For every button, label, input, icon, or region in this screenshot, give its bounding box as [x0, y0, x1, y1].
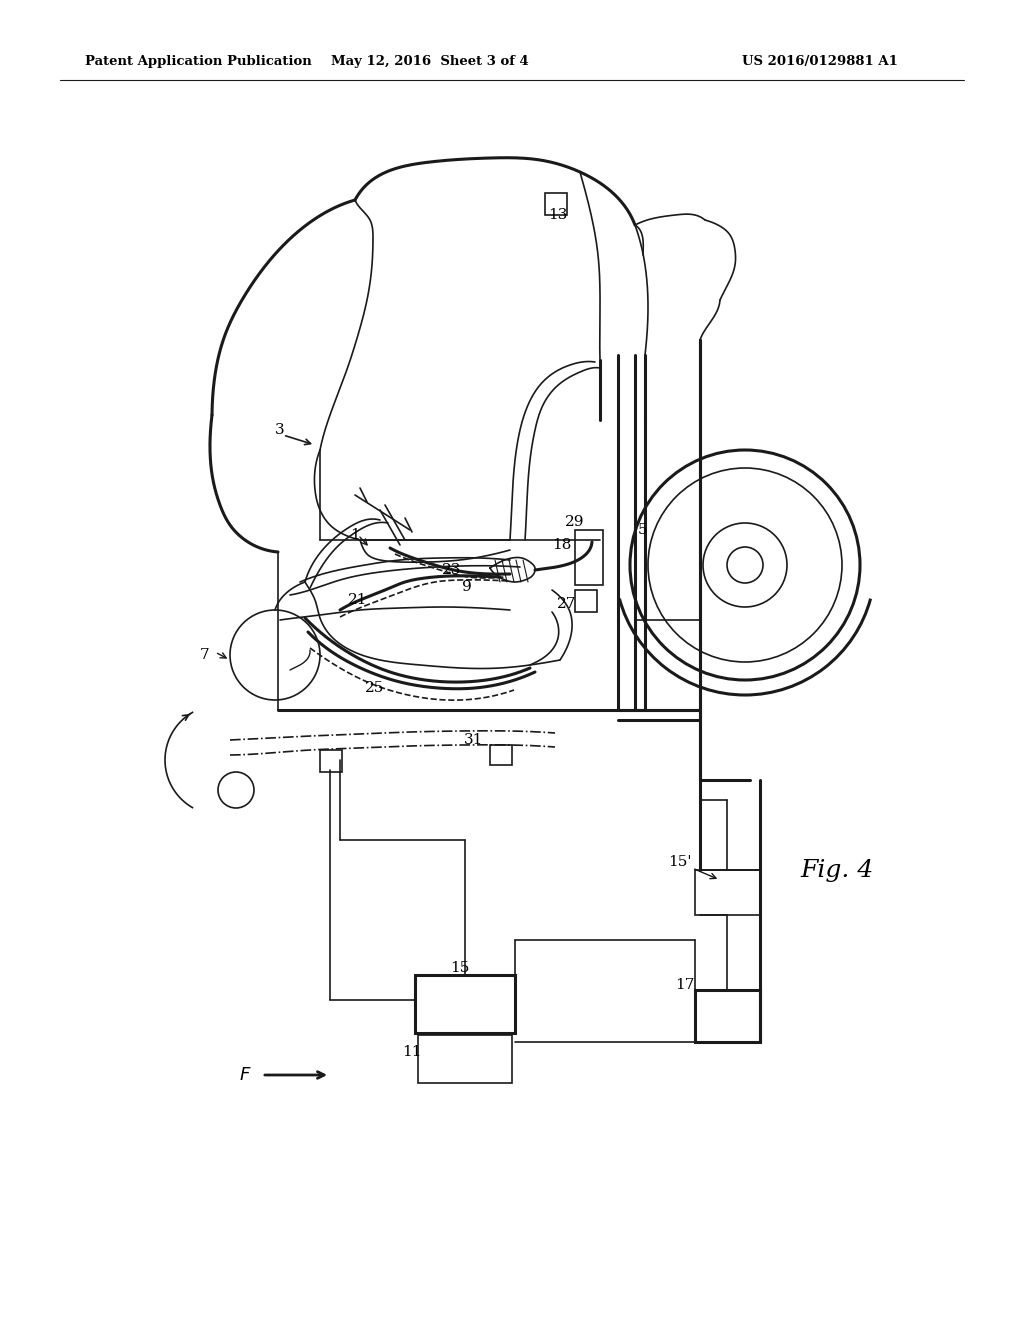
- Text: 1: 1: [350, 528, 359, 543]
- Bar: [490, 744, 512, 766]
- Text: 29: 29: [565, 515, 585, 529]
- Text: 3: 3: [275, 422, 285, 437]
- Bar: [695, 870, 760, 915]
- Text: Patent Application Publication: Patent Application Publication: [85, 55, 311, 69]
- Text: May 12, 2016  Sheet 3 of 4: May 12, 2016 Sheet 3 of 4: [331, 55, 528, 69]
- Text: 9: 9: [462, 579, 472, 594]
- Text: 15: 15: [451, 961, 470, 975]
- Bar: [319, 750, 342, 772]
- Text: US 2016/0129881 A1: US 2016/0129881 A1: [742, 55, 898, 69]
- Text: 17: 17: [675, 978, 694, 993]
- Text: 13: 13: [548, 209, 567, 222]
- Text: 15': 15': [669, 855, 692, 869]
- Text: 25: 25: [366, 681, 385, 696]
- Bar: [545, 193, 567, 215]
- Text: 11: 11: [402, 1045, 422, 1059]
- Bar: [575, 590, 597, 612]
- Text: 31: 31: [464, 733, 483, 747]
- Bar: [415, 975, 515, 1034]
- Text: $F$: $F$: [240, 1067, 252, 1084]
- Text: 23: 23: [442, 564, 462, 577]
- Text: 21: 21: [348, 593, 368, 607]
- Bar: [575, 531, 603, 585]
- Text: 7: 7: [200, 648, 210, 663]
- Bar: [695, 990, 760, 1041]
- Text: 27: 27: [557, 597, 577, 611]
- Bar: [418, 1035, 512, 1082]
- Text: 18: 18: [552, 539, 571, 552]
- Text: Fig. 4: Fig. 4: [800, 858, 873, 882]
- Text: 5: 5: [638, 523, 648, 537]
